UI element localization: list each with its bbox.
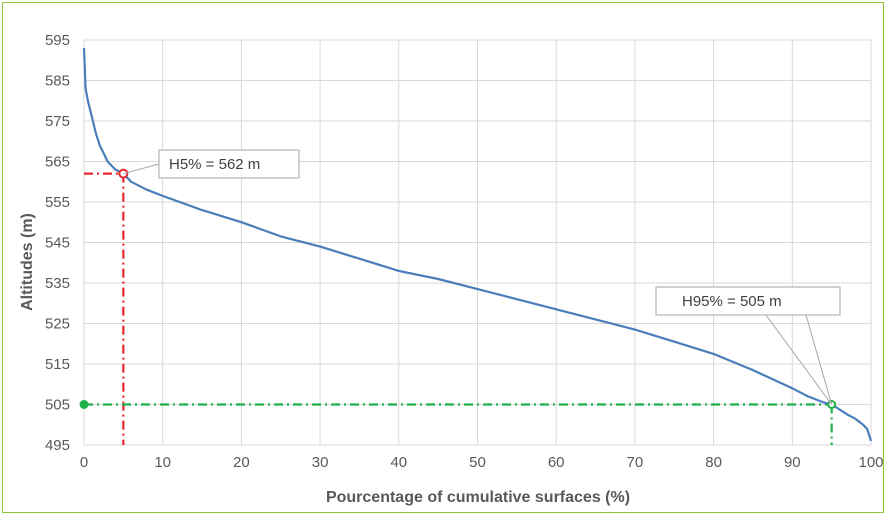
y-tick-label: 515 — [45, 356, 70, 373]
y-tick-label: 585 — [45, 73, 70, 90]
y-tick-label: 495 — [45, 437, 70, 454]
h95-axis-point — [79, 400, 89, 409]
h5-callout-leader — [123, 156, 160, 175]
h95-callout-label: H95% = 505 m — [682, 293, 782, 310]
x-tick-label: 100 — [858, 454, 883, 471]
y-axis-title: Altitudes (m) — [19, 213, 36, 311]
y-tick-label: 565 — [45, 154, 70, 171]
y-tick-labels: 495 505 515 525 535 545 555 565 575 585 595 — [45, 32, 70, 454]
x-axis-title: Pourcentage of cumulative surfaces (%) — [326, 489, 630, 506]
y-tick-label: 595 — [45, 32, 70, 49]
h95-callout-leader-a — [765, 314, 833, 405]
y-tick-label: 505 — [45, 397, 70, 414]
marker-lines-layer — [84, 172, 833, 445]
y-tick-label: 555 — [45, 194, 70, 211]
grid-layer — [83, 39, 872, 446]
y-tick-label: 545 — [45, 235, 70, 252]
h95-callout-leader-b — [805, 314, 833, 405]
x-tick-label: 20 — [233, 454, 250, 471]
x-tick-label: 50 — [469, 454, 486, 471]
x-tick-label: 30 — [312, 454, 329, 471]
x-tick-label: 80 — [705, 454, 722, 471]
y-tick-label: 535 — [45, 275, 70, 292]
h5-callout-label: H5% = 562 m — [169, 156, 260, 173]
x-tick-label: 10 — [154, 454, 171, 471]
callout-layer: H5% = 562 m H95% = 505 m — [123, 149, 841, 405]
h95-callout-box — [655, 286, 841, 316]
y-tick-label: 575 — [45, 113, 70, 130]
y-tick-label: 525 — [45, 316, 70, 333]
x-tick-labels: 0 10 20 30 40 50 60 70 80 90 100 — [80, 454, 884, 471]
x-tick-label: 90 — [784, 454, 801, 471]
h5-callout-box — [158, 149, 300, 179]
x-tick-label: 60 — [548, 454, 565, 471]
x-tick-label: 70 — [627, 454, 644, 471]
x-tick-label: 0 — [80, 454, 88, 471]
x-tick-label: 40 — [390, 454, 407, 471]
